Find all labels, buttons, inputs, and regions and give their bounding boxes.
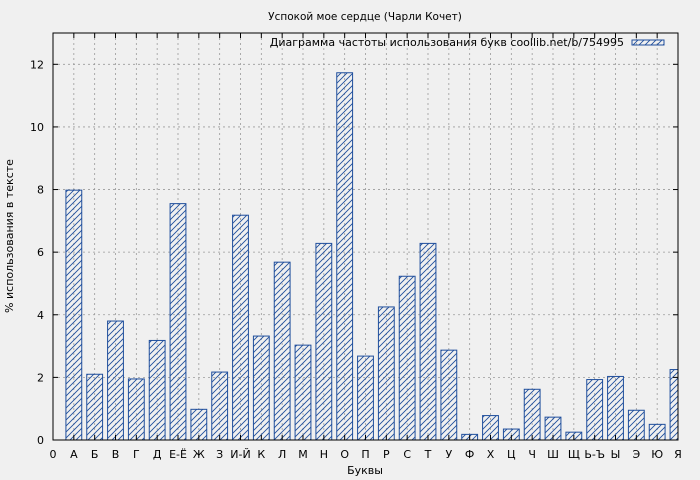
x-tick-label: Г [133, 448, 140, 461]
x-tick-label: Э [632, 448, 640, 461]
x-tick-label: К [257, 448, 265, 461]
bar-Н [315, 242, 333, 441]
bar-М [294, 344, 312, 441]
x-tick-label: Ю [651, 448, 663, 461]
x-tick-label: З [216, 448, 223, 461]
x-tick-label: Я [674, 448, 682, 461]
bar-О [336, 72, 354, 441]
y-tick-label: 8 [37, 184, 44, 197]
x-tick-label: Ч [528, 448, 536, 461]
bar-Я [669, 369, 679, 441]
x-tick-label: С [403, 448, 411, 461]
x-tick-label: Н [320, 448, 328, 461]
x-tick-label: Ц [507, 448, 516, 461]
chart-title: Успокой мое сердце (Чарли Кочет) [268, 11, 462, 23]
x-tick-label: Л [278, 448, 286, 461]
grid-lines [53, 33, 678, 440]
legend-swatch [631, 39, 665, 46]
x-tick-label: А [70, 448, 78, 461]
bar-Ы [607, 375, 624, 441]
bar-В [107, 320, 124, 441]
y-tick-label: 2 [37, 371, 44, 384]
y-tick-label: 0 [37, 434, 44, 447]
bar-Р [377, 306, 395, 441]
x-tick-label: Ь-Ъ [584, 448, 605, 461]
bar-У [440, 349, 458, 441]
bars [65, 72, 679, 441]
bar-Е-Ё [169, 203, 187, 441]
bar-Л [273, 261, 291, 441]
x-tick-label: Б [91, 448, 99, 461]
y-tick-label: 4 [37, 309, 44, 322]
x-tick-label: Ш [547, 448, 559, 461]
bar-С [398, 275, 416, 441]
x-tick-label: Е-Ё [169, 448, 187, 461]
bar-Б [86, 373, 104, 441]
bar-Т [419, 242, 437, 441]
x-tick-label: Д [153, 448, 162, 461]
bar-Ч [523, 388, 541, 441]
x-tick-label: Р [383, 448, 390, 461]
y-axis-label: % использования в тексте [3, 159, 16, 313]
x-tick-label: Х [487, 448, 495, 461]
y-tick-label: 10 [30, 121, 44, 134]
x-tick-label: Ф [465, 448, 474, 461]
y-tick-label: 12 [30, 58, 44, 71]
bar-З [211, 371, 229, 441]
bar-Д [148, 339, 166, 441]
x-tick-label: П [361, 448, 369, 461]
bar-Г [127, 378, 145, 441]
legend-label: Диаграмма частоты использования букв coo… [270, 36, 624, 49]
x-tick-label: Ж [193, 448, 205, 461]
x-tick-label: 0 [50, 448, 57, 461]
x-tick-label: Ы [611, 448, 621, 461]
bar-П [357, 355, 374, 441]
x-tick-label: Т [424, 448, 432, 461]
x-tick-label: О [340, 448, 349, 461]
bar-А [65, 189, 83, 441]
bar-К [252, 335, 270, 441]
x-tick-label: У [445, 448, 452, 461]
x-tick-label: В [112, 448, 120, 461]
x-tick-label: Щ [568, 448, 580, 461]
legend: Диаграмма частоты использования букв coo… [270, 36, 665, 49]
x-tick-label: И-Й [230, 448, 250, 461]
x-axis-label: Буквы [347, 464, 383, 477]
y-tick-label: 6 [37, 246, 44, 259]
bar-Ь-Ъ [586, 379, 604, 441]
bar-И-Й [232, 214, 249, 441]
x-tick-label: М [298, 448, 308, 461]
